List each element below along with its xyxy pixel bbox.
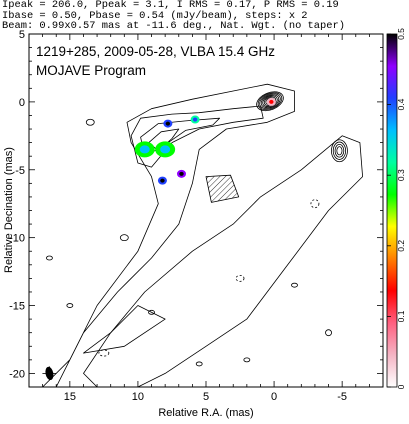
polarized-component-peak bbox=[139, 145, 150, 154]
contour-level bbox=[257, 92, 283, 111]
contour-level bbox=[331, 139, 348, 163]
x-tick-label: 5 bbox=[203, 391, 209, 403]
contour-level bbox=[259, 93, 281, 110]
map-header: Ipeak = 206.0, Ppeak = 3.1, I RMS = 0.17… bbox=[2, 0, 407, 32]
polarized-component-peak bbox=[269, 99, 274, 104]
colorbar bbox=[386, 33, 398, 388]
contour-level bbox=[66, 303, 74, 308]
colorbar-tick-label: 0.3 bbox=[396, 169, 406, 181]
contour-level bbox=[83, 305, 166, 354]
contour-level bbox=[332, 141, 347, 160]
y-tick-label: -5 bbox=[15, 165, 25, 177]
x-tick-labels: 15 10 5 0 -5 bbox=[64, 391, 347, 403]
beam-ellipse bbox=[42, 366, 57, 381]
colorbar-tick-label: 0.2 bbox=[396, 240, 406, 252]
contour-level bbox=[195, 361, 203, 367]
contour-level bbox=[42, 83, 295, 387]
contour-level bbox=[291, 282, 298, 288]
contour-level bbox=[310, 199, 320, 209]
plot-frame bbox=[28, 33, 384, 388]
header-line-beam: Beam: 0.99x0.57 mas at -11.6 deg., Nat. … bbox=[2, 20, 345, 33]
contour-level bbox=[260, 94, 280, 108]
colorbar-tick-label: 0.1 bbox=[396, 310, 406, 322]
plot-title: 1219+285, 2009-05-28, VLBA 15.4 GHz bbox=[36, 44, 275, 59]
polarized-component-peak bbox=[192, 117, 198, 122]
contour-level bbox=[243, 357, 251, 363]
header-line-base: Ibase = 0.50, Pbase = 0.54 (mJy/beam), s… bbox=[2, 9, 308, 22]
colorbar-ticks: 0 0.1 0.2 0.3 0.4 0.5 bbox=[387, 28, 406, 389]
polarization-patches bbox=[134, 97, 276, 185]
contour-level bbox=[325, 329, 332, 337]
contour-level bbox=[85, 118, 95, 126]
y-tick-label: -15 bbox=[9, 301, 25, 313]
contour-level bbox=[336, 146, 343, 156]
x-tick-label: -5 bbox=[337, 391, 347, 403]
contour-level bbox=[235, 274, 245, 282]
header-line-peaks: Ipeak = 206.0, Ppeak = 3.1, I RMS = 0.17… bbox=[2, 0, 339, 11]
contour-level bbox=[83, 135, 363, 387]
y-tick-label: 5 bbox=[19, 29, 25, 41]
contour-level bbox=[98, 349, 110, 357]
contour-level bbox=[148, 309, 155, 315]
colorbar-tick-label: 0.5 bbox=[396, 28, 406, 40]
axis-ticks bbox=[29, 34, 383, 387]
polarized-component-peak bbox=[160, 145, 171, 154]
y-tick-label: -10 bbox=[9, 233, 25, 245]
x-tick-label: 15 bbox=[64, 391, 76, 403]
colorbar-tick-label: 0 bbox=[396, 384, 406, 389]
y-tick-labels: 5 0 -5 -10 -15 -20 bbox=[9, 29, 25, 380]
contour-level bbox=[46, 255, 53, 261]
polarized-component-peak bbox=[160, 178, 165, 183]
polarized-component-peak bbox=[165, 121, 171, 126]
contour-level bbox=[130, 105, 264, 168]
contour-level bbox=[119, 234, 129, 242]
contour-level bbox=[334, 143, 345, 158]
colorbar-tick-label: 0.4 bbox=[396, 98, 406, 110]
contour-level bbox=[205, 174, 240, 203]
y-tick-label: 0 bbox=[19, 97, 25, 109]
x-axis-label: Relative R.A. (mas) bbox=[158, 407, 253, 419]
plot-subtitle: MOJAVE Program bbox=[36, 63, 146, 78]
y-tick-label: -20 bbox=[9, 368, 25, 380]
contour-level bbox=[256, 91, 284, 112]
x-tick-label: 0 bbox=[271, 391, 277, 403]
x-tick-label: 10 bbox=[132, 391, 144, 403]
jet-contours bbox=[42, 83, 363, 387]
y-axis-label: Relative Decination (mas) bbox=[3, 147, 15, 273]
polarized-component-peak bbox=[179, 171, 184, 176]
